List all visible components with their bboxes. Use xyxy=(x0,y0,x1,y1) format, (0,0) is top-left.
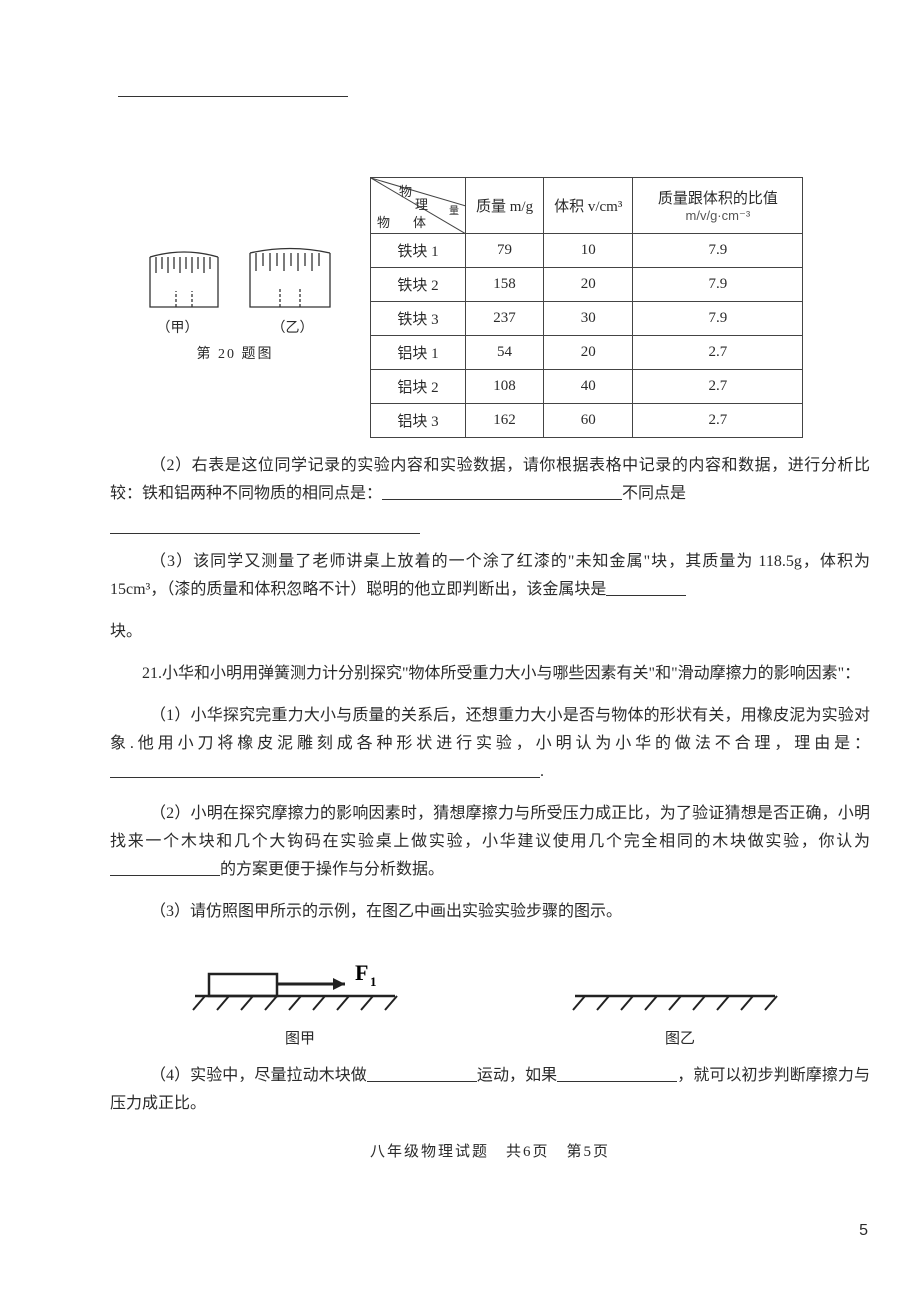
blank xyxy=(382,482,622,500)
cylinder-diagram: （甲） （乙） 第 20 题图 xyxy=(110,177,360,363)
diagram-label-yi: （乙） xyxy=(272,317,314,337)
svg-text:1: 1 xyxy=(370,974,377,989)
q20-3-tail: 块。 xyxy=(110,618,870,646)
table-row: 铝块 154202.7 xyxy=(371,336,803,370)
q20-2: （2）右表是这位同学记录的实验内容和实验数据，请你根据表格中记录的内容和数据，进… xyxy=(110,452,870,508)
q21-3: （3）请仿照图甲所示的示例，在图乙中画出实验实验步骤的图示。 xyxy=(110,898,870,926)
th-volume: 体积 v/cm³ xyxy=(544,178,633,234)
figure-yi: 图乙 xyxy=(565,956,795,1048)
blank-line-full xyxy=(110,512,420,534)
page-number: 5 xyxy=(859,1222,868,1240)
q21-2: （2）小明在探究摩擦力的影响因素时，猜想摩擦力与所受压力成正比，为了验证猜想是否… xyxy=(110,800,870,884)
density-table: 物 理 量 物 体 质量 m/g 体积 v/cm³ 质量跟体积的比值 m/v/g… xyxy=(370,177,803,438)
table-row: 铁块 179107.9 xyxy=(371,234,803,268)
blank xyxy=(110,760,540,778)
q21-1: （1）小华探究完重力大小与质量的关系后，还想重力大小是否与物体的形状有关，用橡皮… xyxy=(110,702,870,786)
svg-text:F: F xyxy=(355,960,368,985)
th-mass: 质量 m/g xyxy=(466,178,544,234)
table-row: 铝块 2108402.7 xyxy=(371,370,803,404)
blank xyxy=(557,1064,677,1082)
fig-yi-caption: 图乙 xyxy=(565,1027,795,1048)
diagram-label-jia: （甲） xyxy=(157,317,199,337)
blank xyxy=(110,858,220,876)
table-row: 铝块 3162602.7 xyxy=(371,404,803,438)
blank xyxy=(367,1064,477,1082)
figure-jia: F 1 图甲 xyxy=(185,956,415,1048)
q21-title: 21.小华和小明用弹簧测力计分别探究"物体所受重力大小与哪些因素有关"和"滑动摩… xyxy=(110,660,870,688)
top-rule xyxy=(118,96,348,97)
blank xyxy=(606,578,686,596)
table-row: 铁块 2158207.9 xyxy=(371,268,803,302)
table-body: 铁块 179107.9 铁块 2158207.9 铁块 3237307.9 铝块… xyxy=(371,234,803,438)
th-ratio: 质量跟体积的比值 m/v/g·cm⁻³ xyxy=(633,178,803,234)
q20-3: （3）该同学又测量了老师讲桌上放着的一个涂了红漆的"未知金属"块，其质量为 11… xyxy=(110,548,870,604)
table-header-diag: 物 理 量 物 体 xyxy=(371,178,466,234)
fig-jia-caption: 图甲 xyxy=(185,1027,415,1048)
table-row: 铁块 3237307.9 xyxy=(371,302,803,336)
q21-4: （4）实验中，尽量拉动木块做运动，如果，就可以初步判断摩擦力与压力成正比。 xyxy=(110,1062,870,1118)
page-footer: 八年级物理试题 共6页 第5页 xyxy=(110,1140,870,1161)
diagram-caption: 第 20 题图 xyxy=(110,343,360,363)
